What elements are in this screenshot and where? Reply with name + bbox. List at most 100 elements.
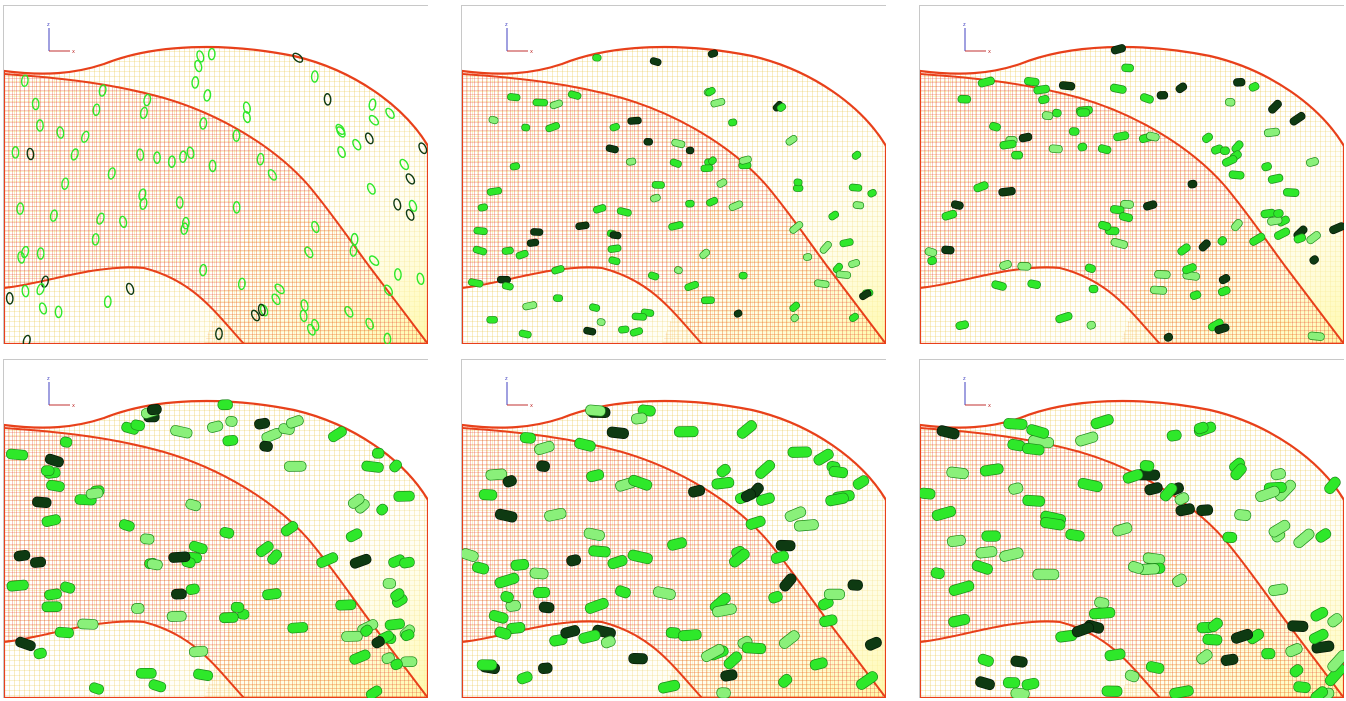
fiber-cylinder [973, 181, 989, 193]
fiber-cylinder [1076, 108, 1091, 117]
fiber-cylinder [809, 657, 828, 671]
fiber-cylinder [1267, 216, 1283, 226]
fiber-cylinder [999, 139, 1017, 150]
fiber-cylinder [628, 474, 653, 491]
axis-triad: zx [47, 22, 75, 55]
fiber-ring [310, 70, 319, 83]
fiber-cylinder [920, 487, 936, 500]
fiber-cylinder [361, 460, 384, 473]
fiber-cylinder [971, 560, 994, 575]
fiber-ring [31, 97, 40, 111]
fiber-cylinder [927, 256, 937, 266]
fiber-ring [107, 167, 116, 180]
fiber-cylinder [700, 164, 714, 173]
fiber-ring [20, 74, 29, 88]
fiber-ring [368, 114, 380, 126]
fiber-cylinder [54, 626, 74, 639]
fiber-ring [393, 268, 402, 281]
fiber-cylinder [852, 201, 865, 210]
fiber-cylinder [1010, 687, 1030, 698]
fiber-cylinder [1071, 622, 1095, 638]
fiber-cylinder [1217, 286, 1231, 297]
axis-triad: zx [963, 376, 991, 409]
fiber-cylinder [785, 134, 798, 146]
fiber-cylinder [1068, 127, 1080, 136]
fiber-cylinder [596, 318, 606, 326]
fiber-ring [215, 327, 223, 341]
fiber-cylinder [643, 138, 654, 146]
fiber-cylinder [867, 188, 877, 198]
fiber-cylinder [1255, 485, 1280, 503]
fiber-cylinder [284, 460, 307, 472]
fiber-cylinder [529, 567, 549, 580]
fiber-cylinder [1040, 517, 1066, 531]
fiber-cylinder [1122, 469, 1144, 484]
fiber-cylinder [399, 556, 415, 569]
fiber-cylinder [1207, 617, 1223, 633]
fiber-cylinder [1112, 522, 1133, 537]
fiber-cylinder [685, 199, 695, 208]
fiber-cylinder [462, 548, 479, 562]
fiber-cylinder [534, 440, 555, 455]
fiber-cylinder [1187, 179, 1198, 189]
fiber-cylinder [606, 426, 630, 439]
fiber-cylinder [1022, 442, 1045, 456]
mesh-layer [920, 46, 1344, 344]
fiber-cylinder [15, 636, 36, 652]
fiber-ring [250, 309, 261, 322]
fiber-cylinder [975, 546, 998, 559]
mesh-layer [4, 46, 428, 344]
fiber-cylinder [667, 537, 688, 551]
fiber-ring [16, 202, 25, 215]
fiber-cylinder [488, 115, 499, 125]
fiber-cylinder [975, 676, 995, 691]
fiber-layer [920, 414, 1344, 698]
fiber-cylinder [626, 157, 637, 166]
fiber-cylinder [738, 271, 748, 280]
fiber-ring [194, 59, 203, 73]
fiber-cylinder [1144, 482, 1163, 496]
fiber-ring [304, 246, 314, 259]
fiber-cylinder [1086, 320, 1096, 330]
upper-boundary [920, 399, 1344, 698]
fiber-cylinder [779, 573, 797, 592]
z-axis-label: z [505, 22, 508, 28]
fiber-cylinder [472, 245, 488, 256]
fiber-cylinder [651, 181, 665, 189]
fiber-cylinder [627, 116, 642, 125]
fiber-cylinder [657, 679, 681, 694]
fiber-cylinder [1305, 157, 1319, 167]
fiber-cylinder [536, 460, 551, 472]
fiber-cylinder [1308, 628, 1329, 645]
fiber-cylinder [131, 603, 145, 614]
fiber-ring [208, 159, 217, 173]
fiber-cylinder [473, 226, 488, 236]
fiber-cylinder [390, 658, 403, 671]
fiber-cylinder [575, 221, 590, 231]
fiber-cylinder [1150, 285, 1168, 295]
z-axis-label: z [505, 376, 508, 382]
fiber-cylinder [848, 183, 863, 192]
fiber-cylinder [1033, 84, 1050, 95]
fiber-cylinder [1193, 421, 1209, 435]
fiber-cylinder [130, 419, 146, 432]
fiber-cylinder [467, 278, 484, 288]
fiber-cylinder [609, 231, 622, 240]
fiber-cylinder [650, 193, 661, 203]
fiber-ring [92, 103, 101, 117]
fiber-cylinder [85, 487, 104, 500]
inner-boundary [920, 73, 1344, 344]
lower-boundary [920, 620, 1161, 698]
fiber-cylinder [549, 99, 564, 110]
fiber-ring [335, 123, 346, 135]
fiber-ring [352, 138, 362, 151]
fiber-cylinder [1289, 664, 1304, 678]
fiber-cylinder [936, 425, 960, 440]
fiber-cylinder [1077, 142, 1088, 152]
x-axis-label: x [530, 403, 533, 409]
fiber-cylinder [819, 240, 832, 254]
fiber-ring [21, 245, 30, 259]
fiber-cylinder [607, 555, 628, 570]
fiber-ring [237, 277, 246, 291]
